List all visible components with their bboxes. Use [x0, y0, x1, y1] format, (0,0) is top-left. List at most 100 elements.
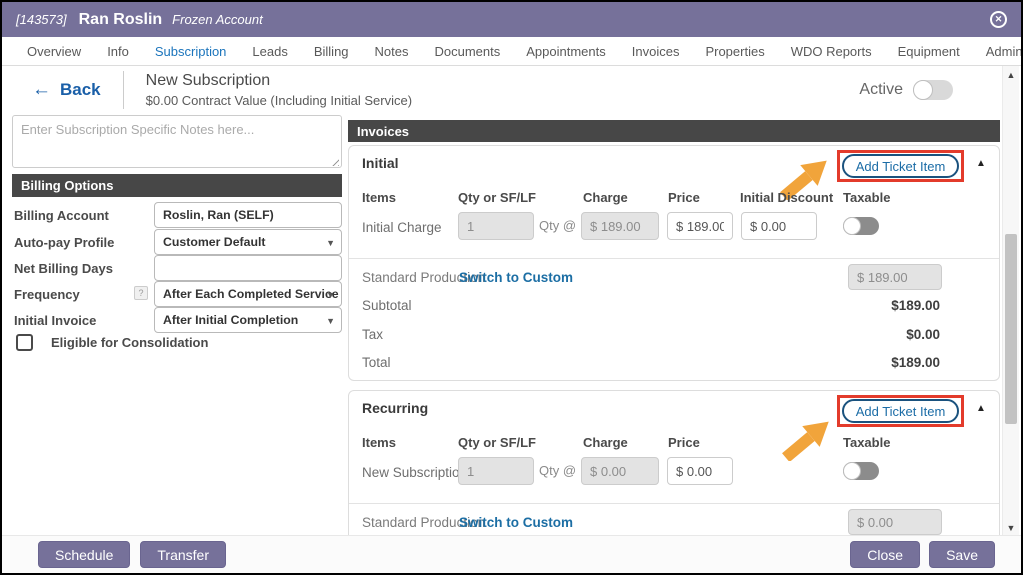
- active-toggle[interactable]: [913, 80, 953, 100]
- frequency-row: Frequency ? After Each Completed Service…: [12, 281, 342, 308]
- column-header-qty: Qty or SF/LF: [458, 190, 536, 205]
- column-header-price: Price: [668, 435, 700, 450]
- toggle-knob: [843, 462, 861, 480]
- initial-invoice-label: Initial Invoice: [14, 313, 97, 328]
- contract-value-subtitle: $0.00 Contract Value (Including Initial …: [145, 93, 413, 108]
- account-name: Ran Roslin: [78, 10, 163, 28]
- billing-account-input[interactable]: [163, 208, 341, 222]
- title-bar: [143573] Ran Roslin Frozen Account ✕: [2, 2, 1021, 37]
- tab-subscription[interactable]: Subscription: [154, 43, 227, 59]
- consolidation-row: Eligible for Consolidation: [16, 334, 208, 351]
- net-billing-days-row: Net Billing Days: [12, 255, 342, 282]
- column-header-taxable: Taxable: [843, 190, 891, 205]
- highlight-box: [837, 395, 964, 427]
- initial-invoice-value: After Initial Completion: [163, 313, 299, 327]
- tab-equipment[interactable]: Equipment: [897, 43, 960, 59]
- collapse-up-icon[interactable]: ▲: [976, 158, 986, 169]
- column-header-charge: Charge: [583, 435, 628, 450]
- subscription-notes-input[interactable]: [12, 115, 342, 168]
- transfer-button[interactable]: Transfer: [140, 541, 226, 568]
- production-value-input: [848, 264, 942, 290]
- tab-documents[interactable]: Documents: [434, 43, 501, 59]
- charge-input: [581, 457, 659, 485]
- toggle-knob: [843, 217, 861, 235]
- total-value: $189.00: [891, 355, 940, 370]
- tab-admin[interactable]: Admin: [985, 43, 1023, 59]
- tab-info[interactable]: Info: [107, 43, 129, 59]
- close-button[interactable]: Close: [850, 541, 921, 568]
- net-billing-days-field[interactable]: [154, 255, 342, 281]
- switch-to-custom-link[interactable]: Switch to Custom: [459, 515, 573, 530]
- autopay-profile-row: Auto-pay Profile Customer Default ▼: [12, 229, 342, 256]
- schedule-button[interactable]: Schedule: [38, 541, 131, 568]
- main-content: Billing Options Billing Account Auto-pay…: [2, 114, 1002, 537]
- net-billing-days-label: Net Billing Days: [14, 261, 113, 276]
- qty-at-label: Qty @: [539, 463, 577, 478]
- close-icon[interactable]: ✕: [990, 11, 1007, 28]
- billing-account-field[interactable]: [154, 202, 342, 228]
- column-header-taxable: Taxable: [843, 435, 891, 450]
- toggle-knob: [913, 80, 933, 100]
- scrollbar-thumb[interactable]: [1005, 234, 1017, 424]
- column-header-charge: Charge: [583, 190, 628, 205]
- billing-account-row: Billing Account: [12, 202, 342, 229]
- tab-invoices[interactable]: Invoices: [631, 43, 680, 59]
- back-label: Back: [60, 80, 101, 99]
- vertical-divider: [122, 71, 124, 109]
- consolidation-checkbox[interactable]: [16, 334, 33, 351]
- autopay-profile-label: Auto-pay Profile: [14, 235, 115, 250]
- taxable-toggle[interactable]: [843, 217, 879, 235]
- initial-invoice-select[interactable]: After Initial Completion ▼: [154, 307, 342, 333]
- add-ticket-item-button-initial[interactable]: Add Ticket Item: [842, 154, 959, 178]
- back-arrow-icon: ←: [32, 79, 51, 100]
- resize-handle-icon[interactable]: [330, 157, 339, 166]
- column-header-items: Items: [362, 190, 396, 205]
- invoices-panel-header: Invoices: [348, 120, 1000, 142]
- section-divider: [349, 258, 999, 259]
- qty-at-label: Qty @: [539, 218, 577, 233]
- charge-input: [581, 212, 659, 240]
- production-type-label: Standard Production: [362, 515, 486, 530]
- initial-discount-input[interactable]: [741, 212, 817, 240]
- add-ticket-item-button-recurring[interactable]: Add Ticket Item: [842, 399, 959, 423]
- frequency-select[interactable]: After Each Completed Service ▼: [154, 281, 342, 307]
- tab-leads[interactable]: Leads: [252, 43, 288, 59]
- qty-input: [458, 457, 534, 485]
- section-divider: [349, 503, 999, 504]
- save-button[interactable]: Save: [929, 541, 995, 568]
- subtotal-value: $189.00: [891, 298, 940, 313]
- chevron-down-icon: ▼: [326, 290, 335, 300]
- tab-billing[interactable]: Billing: [313, 43, 349, 59]
- tab-overview[interactable]: Overview: [27, 43, 82, 59]
- total-label: Total: [362, 355, 391, 370]
- autopay-profile-select[interactable]: Customer Default ▼: [154, 229, 342, 255]
- scrollbar-up-icon[interactable]: ▲: [1006, 70, 1016, 80]
- frequency-label: Frequency: [14, 287, 80, 302]
- production-type-label: Standard Production: [362, 270, 486, 285]
- net-billing-days-input[interactable]: [163, 261, 341, 275]
- price-input[interactable]: [667, 457, 733, 485]
- annotation-arrow-icon: [782, 421, 829, 461]
- production-value-input: [848, 509, 942, 535]
- account-id: [143573]: [16, 12, 67, 27]
- column-header-qty: Qty or SF/LF: [458, 435, 536, 450]
- back-button[interactable]: ← Back: [32, 79, 101, 101]
- taxable-toggle[interactable]: [843, 462, 879, 480]
- tab-properties[interactable]: Properties: [705, 43, 765, 59]
- footer-bar: Schedule Transfer Close Save: [2, 535, 1021, 573]
- scrollbar-down-icon[interactable]: ▼: [1006, 523, 1016, 533]
- autopay-profile-value: Customer Default: [163, 235, 266, 249]
- tax-label: Tax: [362, 327, 384, 342]
- tab-appointments[interactable]: Appointments: [526, 43, 606, 59]
- tab-notes[interactable]: Notes: [374, 43, 409, 59]
- billing-account-label: Billing Account: [14, 208, 109, 223]
- help-icon[interactable]: ?: [134, 286, 148, 300]
- switch-to-custom-link[interactable]: Switch to Custom: [459, 270, 573, 285]
- highlight-box: [837, 150, 964, 182]
- collapse-up-icon[interactable]: ▲: [976, 403, 986, 414]
- vertical-scrollbar[interactable]: ▲ ▼: [1002, 66, 1019, 537]
- price-input[interactable]: [667, 212, 733, 240]
- tab-wdo-reports[interactable]: WDO Reports: [790, 43, 872, 59]
- item-name: New Subscription: [362, 465, 468, 480]
